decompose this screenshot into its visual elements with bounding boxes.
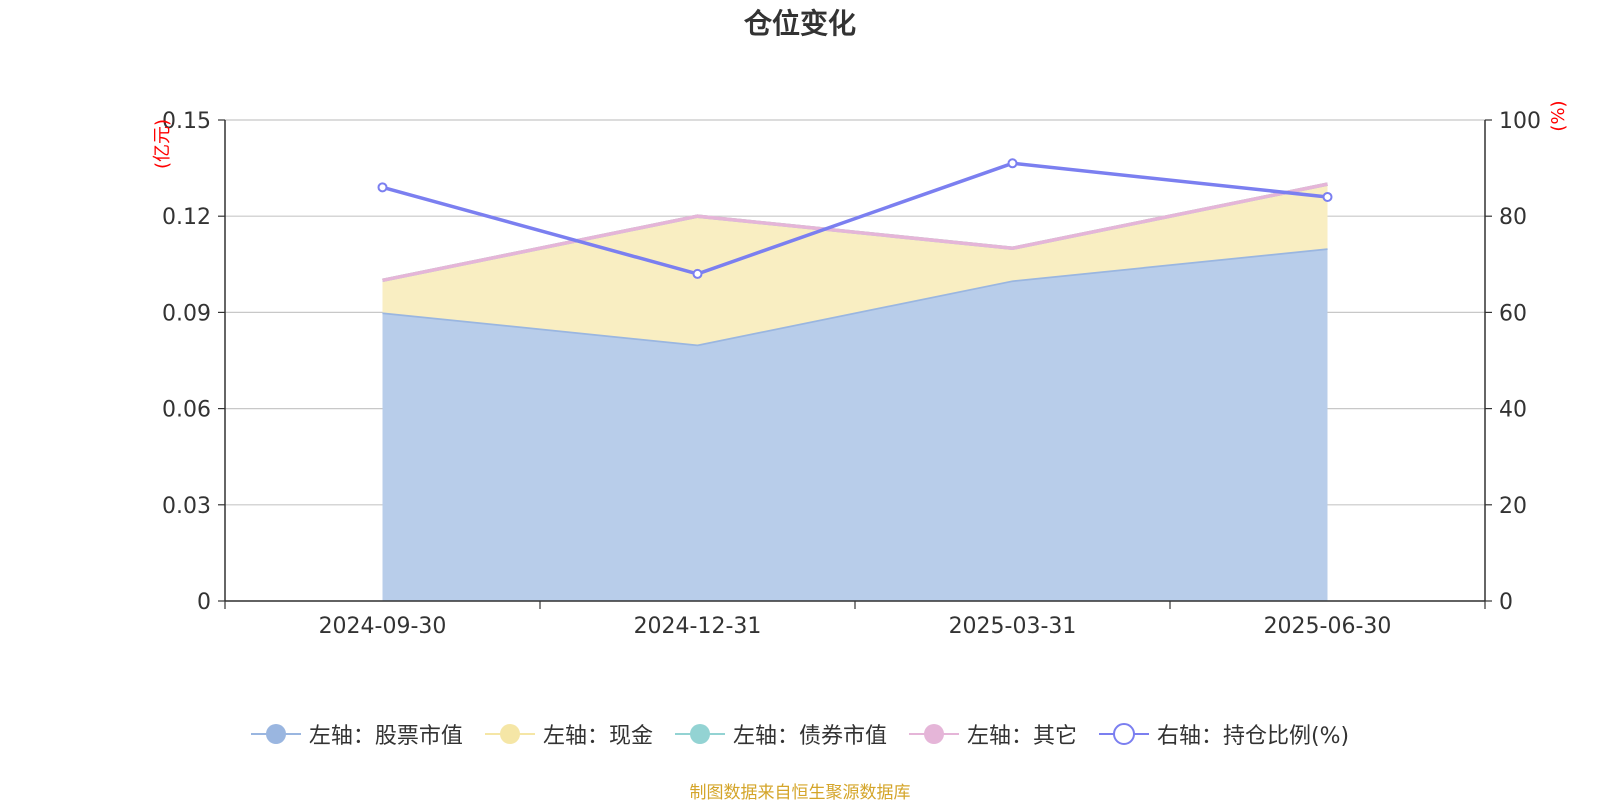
right-axis-tick-label: 20: [1499, 494, 1527, 519]
x-axis-tick-label: 2024-09-30: [319, 614, 447, 639]
x-axis-tick-label: 2024-12-31: [634, 614, 762, 639]
right-axis-tick-label: 60: [1499, 301, 1527, 326]
right-axis-tick-label: 40: [1499, 398, 1527, 423]
legend-item[interactable]: 左轴：现金: [484, 718, 653, 750]
data-source-note: 制图数据来自恒生聚源数据库: [689, 783, 911, 803]
position-ratio-point: [692, 268, 703, 279]
legend-item[interactable]: 左轴：股票市值: [250, 718, 463, 750]
position-ratio-point: [377, 182, 388, 193]
legend-swatch-icon: [908, 724, 959, 744]
left-axis-tick-label: 0.15: [162, 109, 211, 134]
right-axis-unit: (%): [1548, 100, 1569, 131]
left-axis-tick-label: 0.06: [162, 398, 211, 423]
legend-swatch-icon: [484, 724, 535, 744]
legend-label: 左轴：债券市值: [732, 724, 887, 749]
x-axis-tick-label: 2025-06-30: [1264, 614, 1392, 639]
right-axis-tick-label: 100: [1499, 109, 1541, 134]
legend-label: 右轴：持仓比例(%): [1156, 724, 1350, 749]
legend-item[interactable]: 右轴：持仓比例(%): [1098, 718, 1350, 750]
legend-label: 左轴：其它: [966, 724, 1077, 749]
area-top-line: [382, 182, 1328, 283]
left-axis-tick-label: 0.03: [162, 494, 211, 519]
left-axis-tick-label: 0.12: [162, 205, 211, 230]
area-series: [382, 182, 1328, 601]
chart-canvas: 0 0 0.03 20 0.06 40 0.09 60 0.12 80 0.15 100 (亿元) (%)…: [152, 100, 1569, 639]
legend-label: 左轴：股票市值: [308, 724, 463, 749]
position-ratio-line: [382, 161, 1328, 276]
axes: 0 0 0.03 20 0.06 40 0.09 60 0.12 80 0.15 100 (亿元) (%)…: [152, 100, 1569, 639]
chart-title: 仓位变化: [743, 7, 856, 40]
legend-item[interactable]: 左轴：债券市值: [674, 718, 887, 750]
legend-swatch-icon: [674, 724, 725, 744]
right-axis-tick-label: 0: [1499, 590, 1513, 615]
x-axis-tick-label: 2025-03-31: [949, 614, 1077, 639]
left-axis-tick-label: 0: [197, 590, 211, 615]
left-axis-tick-label: 0.09: [162, 301, 211, 326]
legend-swatch-icon: [1098, 723, 1149, 745]
line-series: [377, 158, 1333, 279]
legend-item[interactable]: 左轴：其它: [908, 718, 1077, 750]
area-fill: [382, 184, 1328, 345]
position-ratio-point: [1007, 158, 1018, 169]
legend-label: 左轴：现金: [542, 724, 653, 749]
position-ratio-point: [1322, 191, 1333, 202]
legend-swatch-icon: [250, 724, 301, 744]
left-axis-unit: (亿元): [152, 119, 173, 169]
chart-legend: 左轴：股票市值 左轴：现金 左轴：债券市值 左轴：其它 右轴：持仓比例(%): [0, 718, 1600, 750]
right-axis-tick-label: 80: [1499, 205, 1527, 230]
